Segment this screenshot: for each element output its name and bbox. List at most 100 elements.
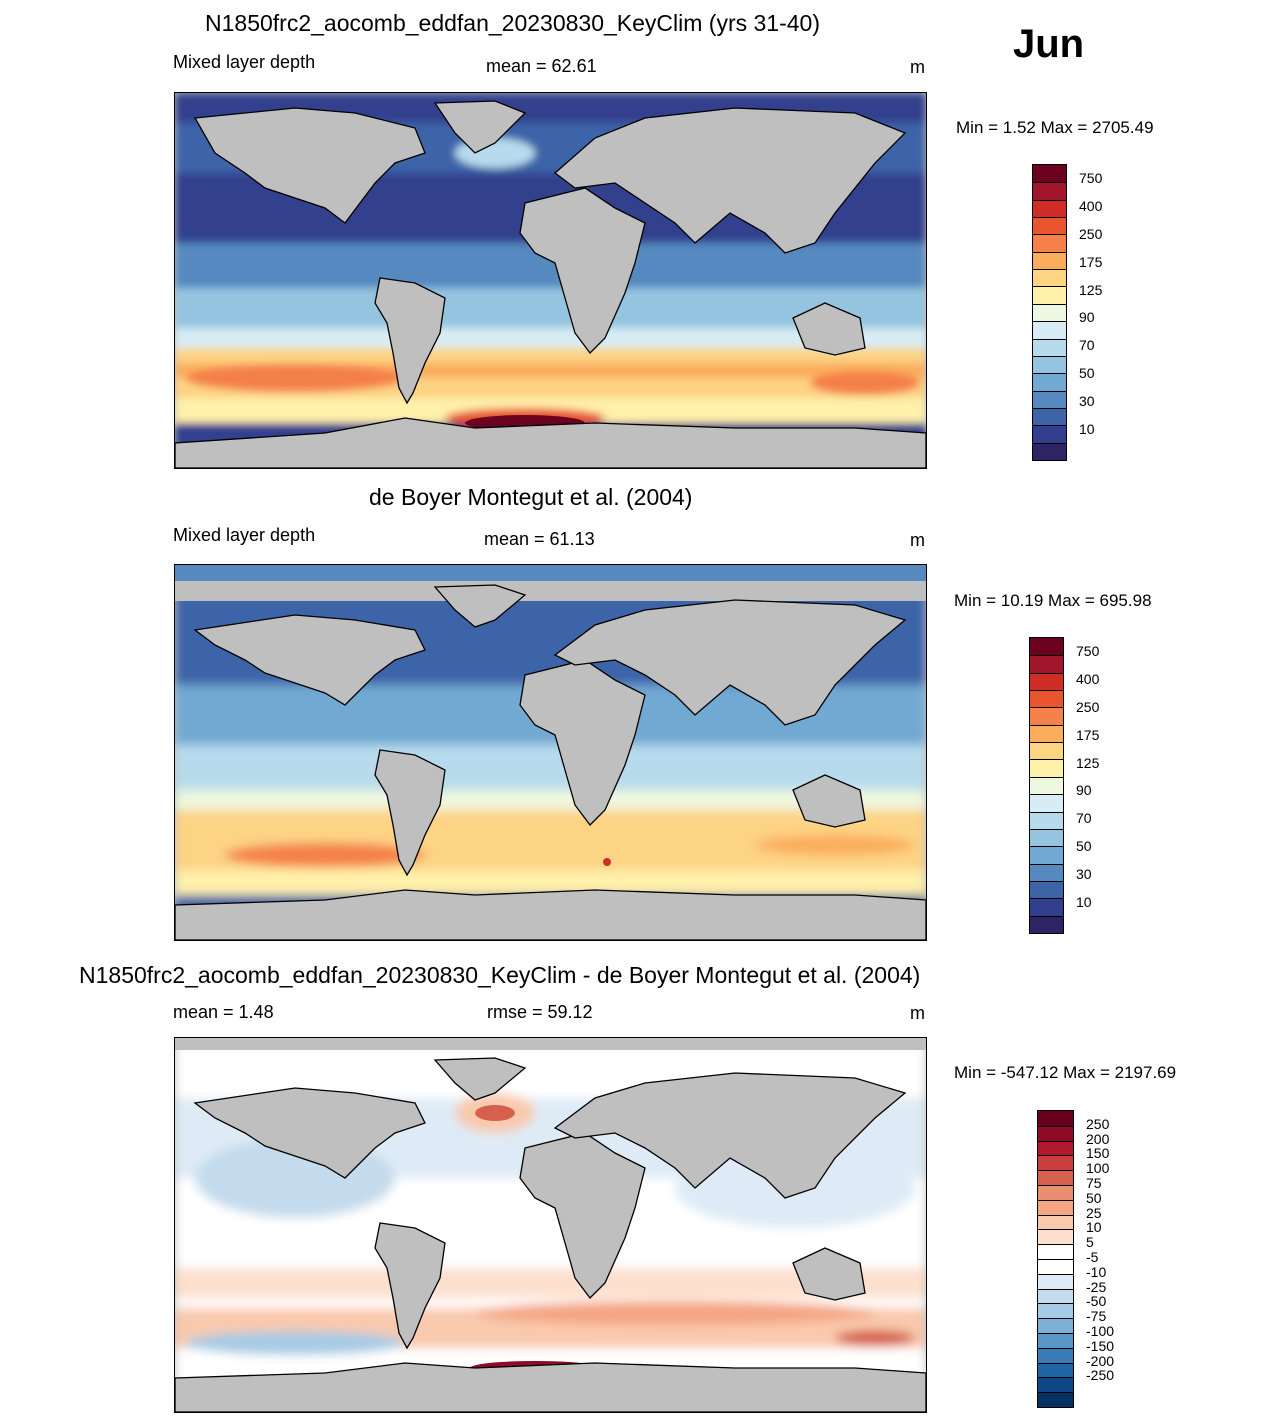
colorbar-swatch (1033, 338, 1066, 356)
colorbar-label: 10 (1076, 894, 1092, 911)
colorbar-label: -150 (1086, 1337, 1115, 1354)
colorbar-swatch (1038, 1125, 1073, 1141)
panel2-minmax: Min = 10.19 Max = 695.98 (954, 591, 1152, 610)
colorbar-swatch (1030, 794, 1063, 812)
colorbar-swatch (1030, 672, 1063, 691)
panel3-map (174, 1037, 927, 1413)
colorbar-swatch (1038, 1318, 1073, 1333)
panel1-mean-label: mean = 62.61 (486, 56, 597, 76)
colorbar-swatch (1033, 199, 1066, 218)
colorbar-label: 125 (1079, 281, 1103, 298)
colorbar-label: -50 (1086, 1293, 1107, 1310)
colorbar-label: 150 (1086, 1145, 1110, 1162)
colorbar-label: -5 (1086, 1249, 1099, 1265)
colorbar-label: -75 (1086, 1308, 1107, 1325)
panel1-minmax: Min = 1.52 Max = 2705.49 (956, 118, 1154, 137)
colorbar-swatch (1038, 1288, 1073, 1304)
colorbar-swatch (1033, 442, 1066, 460)
colorbar-swatch (1033, 355, 1066, 374)
colorbar-swatch (1033, 234, 1066, 252)
colorbar-swatch (1030, 655, 1063, 673)
colorbar-label: -25 (1086, 1278, 1107, 1295)
colorbar-swatch (1038, 1155, 1073, 1171)
panel2-title: de Boyer Montegut et al. (2004) (369, 484, 693, 510)
colorbar-swatch (1038, 1259, 1073, 1274)
colorbar-label: 250 (1079, 225, 1103, 242)
colorbar-label: 70 (1079, 337, 1095, 354)
panel3-rmse-label: rmse = 59.12 (487, 1002, 593, 1022)
colorbar-swatch (1030, 828, 1063, 847)
colorbar-swatch (1033, 182, 1066, 200)
colorbar-swatch (1033, 425, 1066, 443)
colorbar-label: 70 (1076, 810, 1092, 827)
colorbar-swatch (1030, 811, 1063, 829)
colorbar-swatch (1038, 1347, 1073, 1363)
colorbar-label: 175 (1079, 253, 1103, 270)
colorbar-label: -250 (1086, 1367, 1115, 1384)
colorbar-swatch (1038, 1199, 1073, 1215)
colorbar-label: 50 (1086, 1189, 1102, 1206)
colorbar-swatch (1038, 1244, 1073, 1259)
colorbar-swatch (1030, 898, 1063, 916)
colorbar-swatch (1038, 1362, 1073, 1378)
colorbar-label: 30 (1076, 866, 1092, 883)
colorbar-label: 90 (1076, 782, 1092, 799)
colorbar-swatch (1038, 1392, 1073, 1407)
colorbar-swatch (1033, 321, 1066, 339)
colorbar-swatch (1030, 915, 1063, 933)
colorbar-swatch (1030, 776, 1063, 795)
colorbar-swatch (1033, 407, 1066, 426)
panel3-units-label: m (910, 1003, 925, 1023)
colorbar-swatch (1030, 759, 1063, 777)
panel1-title: N1850frc2_aocomb_eddfan_20230830_KeyClim… (205, 10, 820, 36)
colorbar-label: 400 (1076, 670, 1100, 687)
colorbar-label: 90 (1079, 309, 1095, 326)
colorbar-swatch (1033, 286, 1066, 304)
colorbar-label: 750 (1079, 169, 1103, 186)
colorbar-swatch (1030, 846, 1063, 864)
colorbar-swatch (1033, 165, 1066, 183)
colorbar-label: 10 (1086, 1219, 1102, 1236)
panel2-field-label: Mixed layer depth (173, 525, 316, 545)
colorbar-swatch (1038, 1111, 1073, 1126)
colorbar-swatch (1030, 742, 1063, 760)
panel2-mean-label: mean = 61.13 (484, 529, 595, 549)
colorbar-swatch (1038, 1229, 1073, 1245)
colorbar-label: -10 (1086, 1263, 1107, 1280)
panel3-mean-label: mean = 1.48 (173, 1002, 274, 1022)
colorbar-label: 250 (1086, 1115, 1110, 1132)
colorbar-swatch (1033, 390, 1066, 408)
colorbar-swatch (1038, 1303, 1073, 1319)
colorbar-swatch (1038, 1140, 1073, 1156)
colorbar-label: 125 (1076, 754, 1100, 771)
colorbar-swatch (1038, 1214, 1073, 1230)
colorbar-swatch (1030, 707, 1063, 725)
colorbar-swatch (1038, 1273, 1073, 1289)
colorbar-swatch (1030, 690, 1063, 708)
month-label: Jun (1013, 22, 1085, 66)
colorbar-label: 200 (1086, 1130, 1110, 1147)
panel1-map (174, 92, 927, 469)
colorbar-label: -100 (1086, 1323, 1115, 1339)
colorbar-swatch (1038, 1377, 1073, 1393)
panel3-colorbar (1037, 1110, 1074, 1408)
colorbar-label: 50 (1079, 365, 1095, 382)
colorbar-swatch (1038, 1185, 1073, 1200)
colorbar-label: 75 (1086, 1175, 1102, 1191)
colorbar-swatch (1033, 303, 1066, 322)
colorbar-swatch (1030, 638, 1063, 656)
colorbar-label: 10 (1079, 421, 1095, 438)
colorbar-swatch (1033, 251, 1066, 270)
panel3-title: N1850frc2_aocomb_eddfan_20230830_KeyClim… (79, 962, 921, 988)
panel2-map (174, 564, 927, 941)
colorbar-label: 400 (1079, 197, 1103, 214)
panel1-colorbar (1032, 164, 1067, 461)
panel3-minmax: Min = -547.12 Max = 2197.69 (954, 1063, 1177, 1082)
panel1-field-label: Mixed layer depth (173, 52, 316, 72)
colorbar-swatch (1030, 880, 1063, 899)
colorbar-swatch (1033, 373, 1066, 391)
colorbar-label: 250 (1076, 698, 1100, 715)
panel1-units-label: m (910, 57, 925, 77)
colorbar-label: 50 (1076, 838, 1092, 855)
colorbar-swatch (1038, 1170, 1073, 1185)
